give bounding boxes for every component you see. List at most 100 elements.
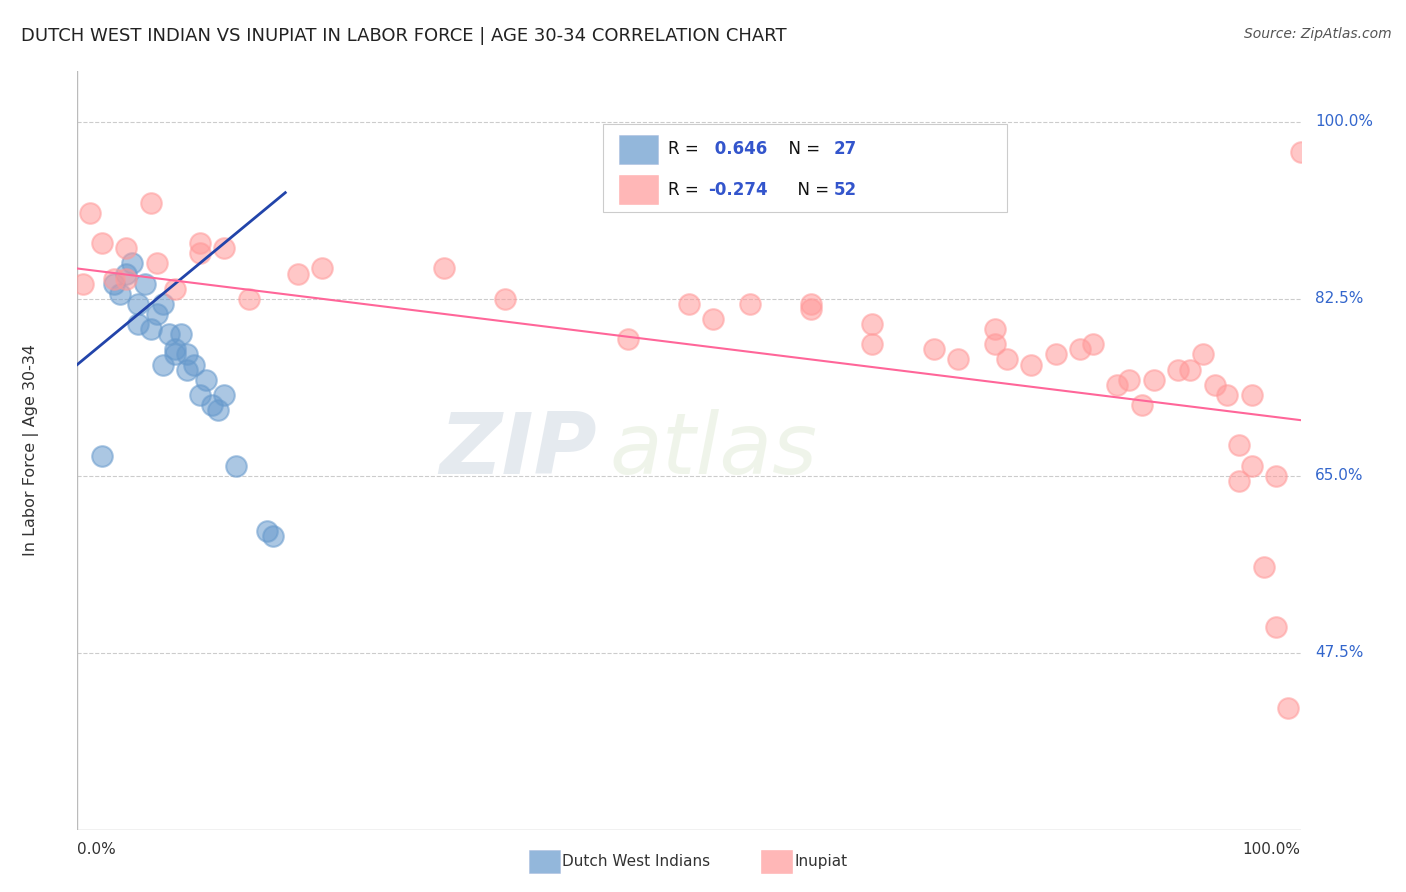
Point — [115, 267, 138, 281]
Point — [127, 317, 149, 331]
Point — [188, 388, 211, 402]
Point — [176, 362, 198, 376]
Point — [1229, 474, 1251, 488]
FancyBboxPatch shape — [761, 850, 792, 873]
Point — [72, 277, 94, 291]
Point — [121, 256, 143, 270]
Text: Inupiat: Inupiat — [794, 855, 848, 869]
Point — [1253, 559, 1275, 574]
Point — [311, 261, 333, 276]
Point — [188, 236, 211, 251]
FancyBboxPatch shape — [619, 175, 658, 204]
Point — [1265, 620, 1288, 634]
Point — [165, 282, 187, 296]
FancyBboxPatch shape — [529, 850, 560, 873]
Text: Dutch West Indians: Dutch West Indians — [562, 855, 710, 869]
Point — [1167, 362, 1189, 376]
Point — [862, 337, 884, 351]
Point — [1191, 347, 1213, 361]
Point — [188, 246, 211, 260]
Text: 27: 27 — [834, 140, 856, 159]
FancyBboxPatch shape — [619, 135, 658, 164]
Point — [201, 398, 224, 412]
Point — [127, 297, 149, 311]
Point — [800, 301, 823, 316]
Point — [194, 373, 217, 387]
Text: DUTCH WEST INDIAN VS INUPIAT IN LABOR FORCE | AGE 30-34 CORRELATION CHART: DUTCH WEST INDIAN VS INUPIAT IN LABOR FO… — [21, 27, 787, 45]
Point — [495, 292, 517, 306]
Point — [152, 297, 174, 311]
Point — [287, 267, 309, 281]
Point — [1021, 358, 1043, 372]
Point — [1204, 377, 1226, 392]
Point — [984, 322, 1007, 336]
Text: 0.646: 0.646 — [709, 140, 766, 159]
Point — [1216, 388, 1239, 402]
Point — [1107, 377, 1129, 392]
Point — [1277, 701, 1299, 715]
Point — [678, 297, 700, 311]
Point — [212, 388, 235, 402]
Point — [170, 327, 193, 342]
Point — [176, 347, 198, 361]
Point — [1265, 468, 1288, 483]
Text: -0.274: -0.274 — [709, 181, 768, 199]
Text: R =: R = — [668, 140, 704, 159]
Text: 100.0%: 100.0% — [1315, 114, 1374, 129]
Text: N =: N = — [779, 140, 825, 159]
Point — [984, 337, 1007, 351]
Point — [1130, 398, 1153, 412]
Point — [433, 261, 456, 276]
Point — [862, 317, 884, 331]
Point — [146, 307, 169, 321]
Point — [1289, 145, 1312, 160]
Text: 0.0%: 0.0% — [77, 842, 117, 856]
Point — [103, 271, 125, 285]
Point — [90, 449, 112, 463]
Point — [134, 277, 156, 291]
Text: 52: 52 — [834, 181, 856, 199]
Point — [115, 241, 138, 255]
Point — [79, 206, 101, 220]
Point — [146, 256, 169, 270]
Text: 100.0%: 100.0% — [1243, 842, 1301, 856]
Text: Source: ZipAtlas.com: Source: ZipAtlas.com — [1244, 27, 1392, 41]
Point — [800, 297, 823, 311]
Point — [207, 403, 229, 417]
FancyBboxPatch shape — [603, 124, 1007, 211]
Text: 65.0%: 65.0% — [1315, 468, 1364, 483]
Text: N =: N = — [787, 181, 834, 199]
Point — [103, 277, 125, 291]
Point — [995, 352, 1018, 367]
Point — [238, 292, 260, 306]
Point — [139, 322, 162, 336]
Point — [157, 327, 180, 342]
Point — [1229, 438, 1251, 452]
Point — [702, 312, 724, 326]
Text: ZIP: ZIP — [440, 409, 598, 492]
Point — [1240, 458, 1263, 473]
Point — [1069, 343, 1091, 357]
Point — [1045, 347, 1067, 361]
Point — [183, 358, 205, 372]
Point — [139, 195, 162, 210]
Point — [262, 529, 284, 543]
Point — [152, 358, 174, 372]
Point — [1180, 362, 1202, 376]
Point — [165, 347, 187, 361]
Point — [1081, 337, 1104, 351]
Text: 47.5%: 47.5% — [1315, 645, 1364, 660]
Point — [256, 524, 278, 539]
Point — [1118, 373, 1140, 387]
Point — [108, 286, 131, 301]
Point — [212, 241, 235, 255]
Text: In Labor Force | Age 30-34: In Labor Force | Age 30-34 — [22, 344, 39, 557]
Text: 82.5%: 82.5% — [1315, 292, 1364, 306]
Point — [922, 343, 945, 357]
Point — [225, 458, 247, 473]
Point — [740, 297, 762, 311]
Point — [90, 236, 112, 251]
Point — [617, 332, 640, 346]
Point — [946, 352, 969, 367]
Text: R =: R = — [668, 181, 704, 199]
